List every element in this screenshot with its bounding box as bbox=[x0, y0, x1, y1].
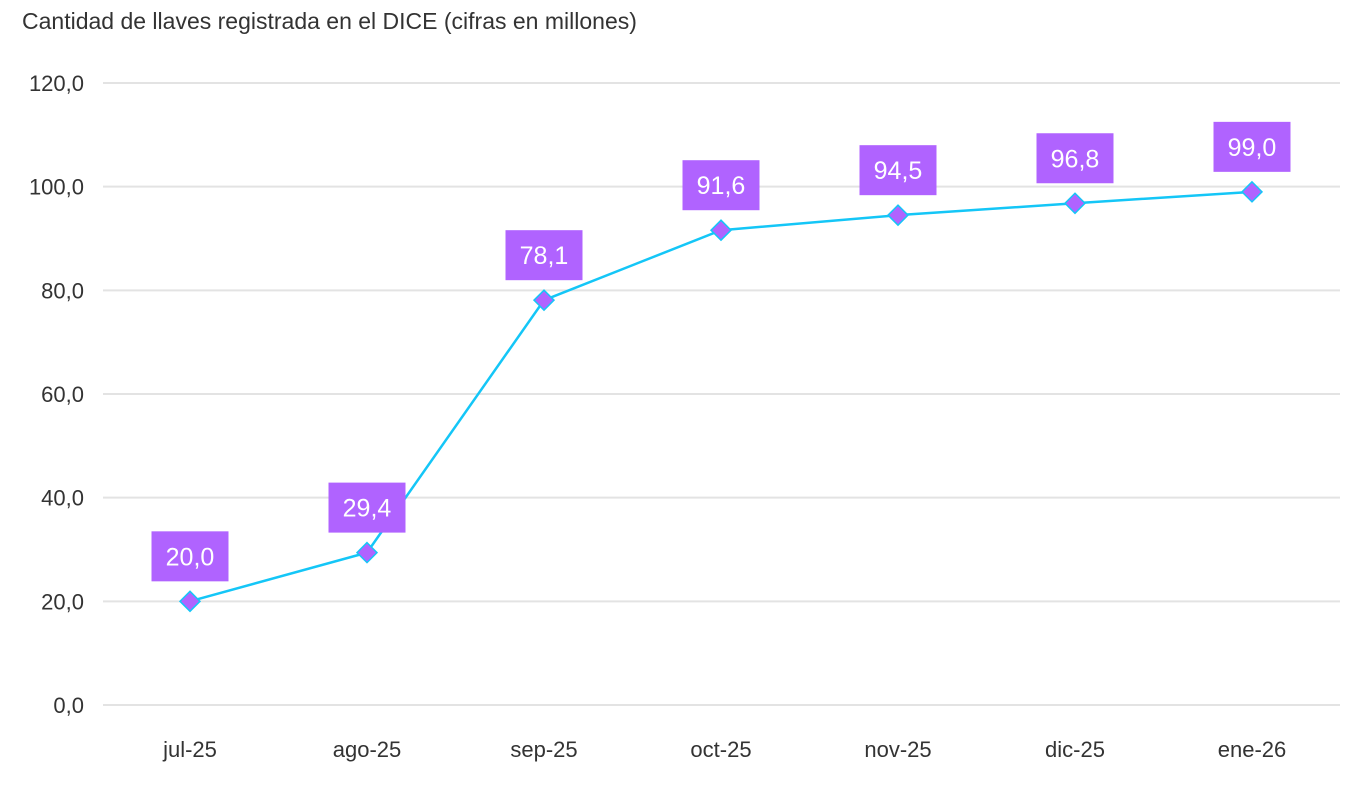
data-point-marker bbox=[1240, 180, 1264, 203]
y-tick-label: 100,0 bbox=[29, 175, 84, 200]
data-label-box bbox=[151, 531, 229, 582]
data-label-box bbox=[859, 145, 937, 196]
y-tick-label: 80,0 bbox=[41, 278, 84, 303]
data-point-marker bbox=[886, 204, 910, 227]
data-label: 99,0 bbox=[1228, 134, 1277, 162]
x-tick-label: ene-26 bbox=[1218, 737, 1287, 762]
series-line bbox=[189, 190, 1253, 603]
data-point-marker bbox=[355, 541, 379, 564]
data-label: 29,4 bbox=[343, 495, 392, 523]
data-label: 96,8 bbox=[1051, 145, 1100, 173]
y-tick-label: 120,0 bbox=[29, 71, 84, 96]
data-label: 94,5 bbox=[874, 157, 923, 185]
x-tick-label: oct-25 bbox=[690, 737, 751, 762]
data-label-box bbox=[328, 482, 406, 533]
x-tick-label: jul-25 bbox=[162, 737, 217, 762]
x-tick-label: dic-25 bbox=[1045, 737, 1105, 762]
data-label-box bbox=[1036, 133, 1114, 184]
x-tick-label: nov-25 bbox=[864, 737, 931, 762]
x-tick-label: sep-25 bbox=[510, 737, 577, 762]
y-tick-label: 0,0 bbox=[53, 693, 84, 718]
data-point-marker bbox=[532, 289, 556, 312]
chart-title: Cantidad de llaves registrada en el DICE… bbox=[22, 8, 637, 34]
data-point-marker bbox=[1063, 192, 1087, 215]
y-tick-label: 60,0 bbox=[41, 382, 84, 407]
data-label: 91,6 bbox=[697, 172, 746, 200]
data-point-marker bbox=[709, 219, 733, 242]
data-label-box bbox=[1213, 121, 1291, 172]
y-tick-label: 40,0 bbox=[41, 486, 84, 511]
data-label-box bbox=[682, 160, 760, 211]
data-point-marker bbox=[178, 590, 202, 613]
data-label: 20,0 bbox=[166, 543, 215, 571]
x-tick-label: ago-25 bbox=[333, 737, 402, 762]
data-label-box bbox=[505, 230, 583, 281]
data-label: 78,1 bbox=[520, 242, 569, 270]
y-tick-label: 20,0 bbox=[41, 589, 84, 614]
